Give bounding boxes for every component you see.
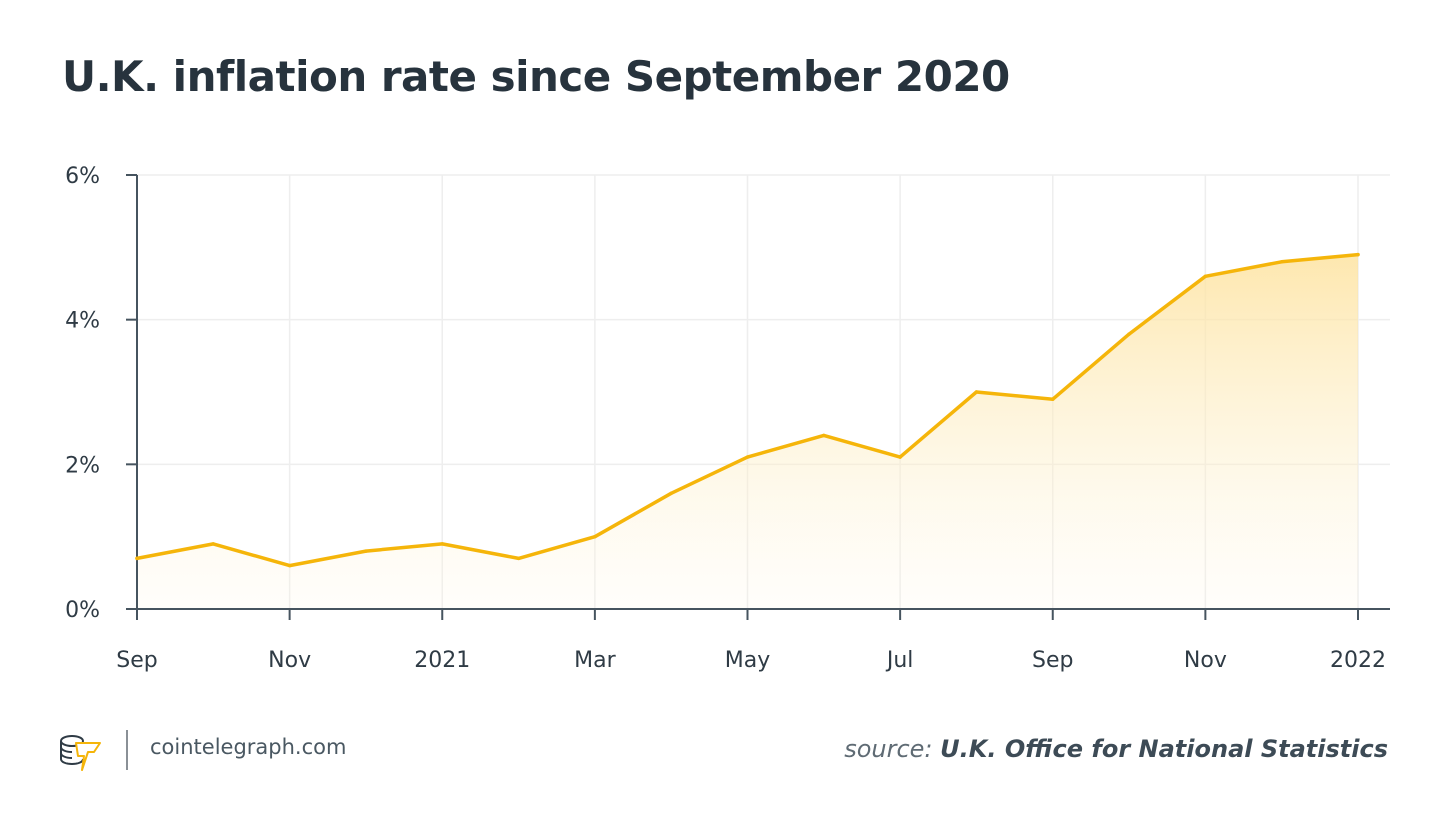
y-tick-label: 0% [65, 598, 100, 623]
source-prefix: source: [844, 735, 933, 763]
x-tick-label: Sep [1032, 648, 1073, 673]
data-point [1356, 252, 1360, 257]
y-tick-label: 6% [65, 164, 100, 189]
x-tick-label: 2021 [414, 648, 470, 673]
area-fill [137, 254, 1358, 609]
x-tick-label: Sep [116, 648, 157, 673]
x-axis-labels: Sep Nov 2021 Mar May Jul Sep Nov 2022 [116, 648, 1386, 673]
site-name[interactable]: cointelegraph.com [150, 735, 347, 759]
x-tick-label: May [725, 648, 770, 673]
data-point [287, 563, 292, 568]
data-point [1203, 274, 1208, 278]
x-tick-label: Jul [885, 648, 914, 673]
data-point [822, 433, 826, 438]
data-point [516, 556, 521, 561]
source-name: U.K. Office for National Statistics [940, 735, 1388, 763]
x-tick-label: Nov [268, 648, 311, 673]
data-point [211, 542, 216, 546]
data-point [669, 491, 673, 495]
data-point [745, 455, 750, 459]
chart: 0% 2% 4% 6% Sep Nov 2021 Mar May Jul Sep Nov 2022 [65, 164, 1390, 673]
chart-title: U.K. inflation rate since September 2020 [62, 52, 1010, 101]
cointelegraph-logo-icon [58, 731, 104, 771]
y-axis-labels: 0% 2% 4% 6% [65, 164, 100, 623]
x-tick-label: Mar [574, 648, 616, 673]
y-tick-label: 2% [65, 453, 100, 478]
data-point [1279, 260, 1284, 264]
data-point [1127, 332, 1131, 336]
y-tick-label: 4% [65, 309, 100, 334]
axes [126, 174, 1390, 620]
data-point [1051, 397, 1055, 401]
footer-divider [126, 730, 128, 770]
data-point [974, 390, 979, 394]
data-point [440, 542, 444, 546]
data-point [135, 556, 139, 561]
x-tick-label: Nov [1184, 648, 1227, 673]
data-point [364, 549, 368, 553]
data-points [135, 252, 1360, 568]
x-tick-label: 2022 [1330, 648, 1386, 673]
data-point [898, 455, 902, 459]
source-attribution: source: U.K. Office for National Statist… [844, 735, 1388, 763]
data-point [593, 534, 597, 539]
